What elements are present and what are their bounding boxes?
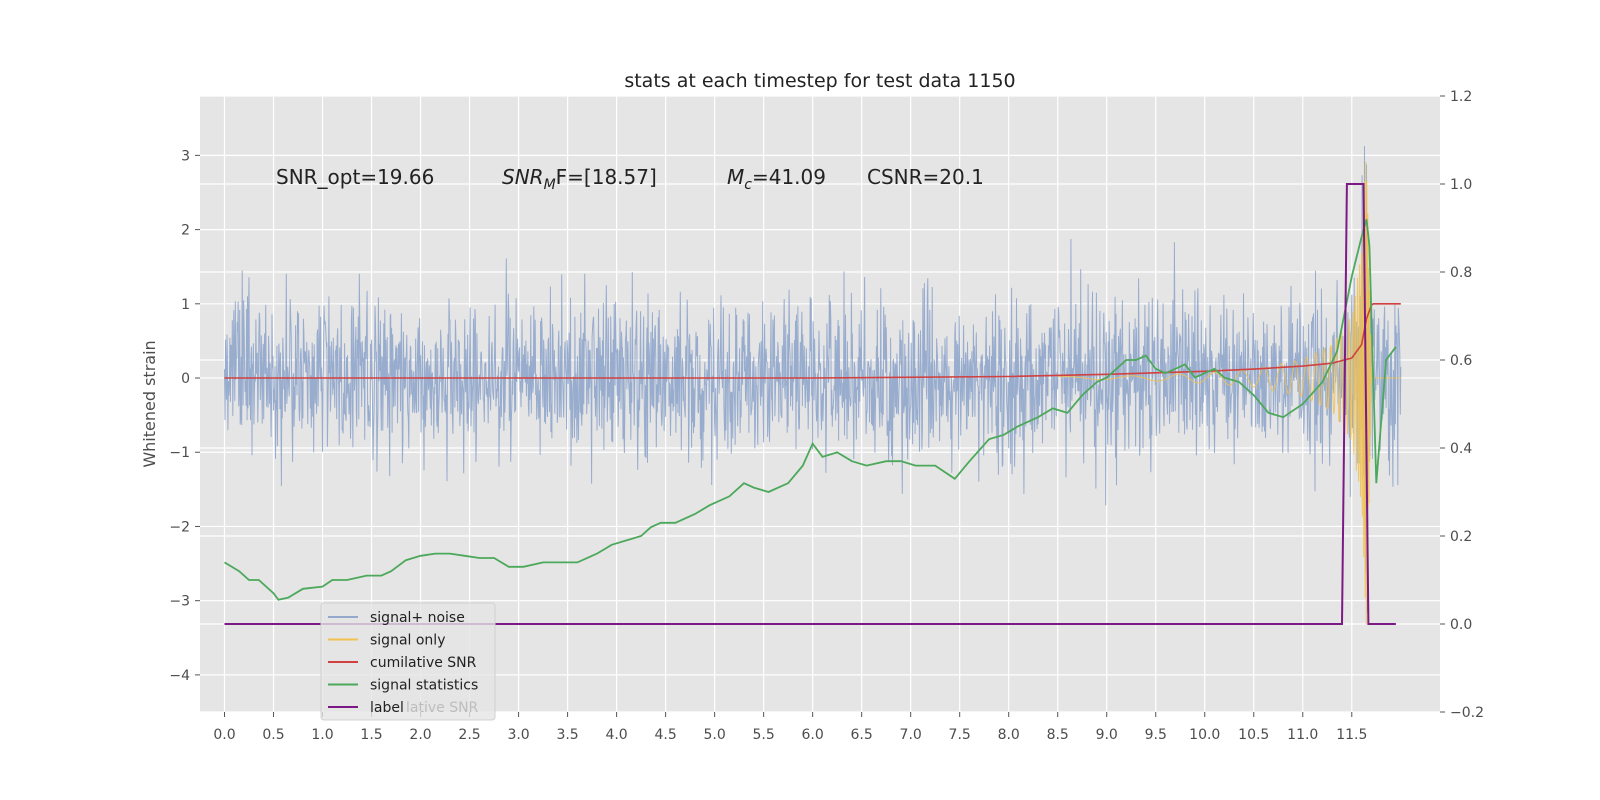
- y-tick-label: 3: [181, 148, 190, 164]
- annotation-csnr: CSNR=20.1: [867, 165, 984, 189]
- x-tick-label: 7.5: [949, 727, 971, 743]
- x-tick-label: 10.5: [1238, 727, 1269, 743]
- x-tick-label: 11.0: [1287, 727, 1318, 743]
- x-tick-label: 6.0: [802, 727, 824, 743]
- x-tick-label: 3.0: [507, 727, 529, 743]
- series-signal-noise: [224, 145, 1402, 613]
- legend: lative SNR signal+ noise signal only cumil…: [320, 602, 496, 721]
- y-tick-label: −3: [169, 594, 190, 610]
- x-tick-label: 9.0: [1096, 727, 1118, 743]
- x-tick-label: 5.0: [703, 727, 725, 743]
- y-tick-label: 2: [181, 223, 190, 239]
- x-tick-label: 10.0: [1189, 727, 1220, 743]
- series-signal-statistics: [224, 218, 1397, 601]
- x-tick-label: 0.5: [262, 727, 284, 743]
- y2-axis-ticks: 1.2 1.0 0.8 0.6 0.4 0.2 0.0 −0.2: [1440, 89, 1484, 721]
- y-tick-label: −2: [169, 519, 190, 535]
- y2-tick-label: 0.6: [1450, 353, 1472, 369]
- x-tick-label: 9.5: [1145, 727, 1167, 743]
- x-tick-label: 4.0: [605, 727, 627, 743]
- y2-tick-label: 0.0: [1450, 617, 1472, 633]
- y-tick-label: −4: [169, 668, 190, 684]
- y-axis-ticks: 3 2 1 0 −1 −2 −3 −4: [169, 148, 200, 684]
- y2-tick-label: 1.0: [1450, 177, 1472, 193]
- x-tick-label: 2.5: [458, 727, 480, 743]
- chart-title: stats at each timestep for test data 115…: [624, 70, 1015, 92]
- x-tick-label: 0.0: [213, 727, 235, 743]
- x-tick-label: 7.0: [900, 727, 922, 743]
- y2-tick-label: 0.4: [1450, 441, 1472, 457]
- y2-tick-label: 1.2: [1450, 89, 1472, 105]
- x-tick-label: 1.0: [311, 727, 333, 743]
- annotation-snr-mf: SNRMF=[18.57]: [502, 165, 657, 193]
- x-tick-label: 11.5: [1336, 727, 1367, 743]
- series-layer: [224, 145, 1402, 625]
- y2-tick-label: 0.8: [1450, 265, 1472, 281]
- y2-tick-label: −0.2: [1450, 705, 1484, 721]
- x-tick-label: 5.5: [753, 727, 775, 743]
- series-label: [224, 183, 1396, 625]
- x-tick-label: 2.0: [409, 727, 431, 743]
- y-tick-label: 0: [181, 371, 190, 387]
- x-tick-label: 8.0: [998, 727, 1020, 743]
- legend-ghost-text: lative SNR: [406, 700, 479, 716]
- annotation-mc: Mc=41.09: [727, 165, 826, 193]
- y-tick-label: 1: [181, 297, 190, 313]
- y-tick-label: −1: [169, 445, 190, 461]
- legend-box: [320, 602, 496, 721]
- legend-item-label: label: [370, 700, 404, 716]
- annotation-snr-opt: SNR_opt=19.66: [276, 165, 434, 189]
- x-tick-label: 1.5: [360, 727, 382, 743]
- y-axis-label: Whitened strain: [140, 340, 159, 467]
- y2-tick-label: 0.2: [1450, 529, 1472, 545]
- legend-item-label: signal statistics: [370, 678, 478, 694]
- legend-item-label: cumilative SNR: [370, 655, 477, 671]
- x-tick-label: 4.5: [654, 727, 676, 743]
- x-tick-label: 3.5: [556, 727, 578, 743]
- x-tick-label: 8.5: [1047, 727, 1069, 743]
- legend-item-label: signal only: [370, 633, 445, 649]
- legend-item-label: signal+ noise: [370, 610, 465, 626]
- x-tick-label: 6.5: [851, 727, 873, 743]
- x-axis-ticks: 0.0 0.5 1.0 1.5 2.0 2.5 3.0 3.5 4.0 4.5 5.0 5.5 6.0 6…: [213, 712, 1367, 743]
